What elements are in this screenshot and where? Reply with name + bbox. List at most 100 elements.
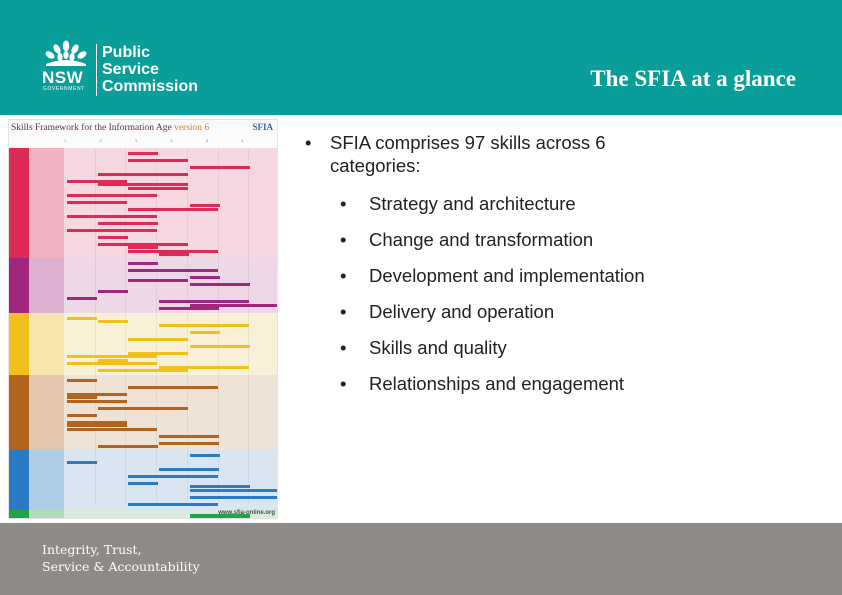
poster-skill-bar: [67, 414, 97, 417]
poster-skill-bar: [97, 369, 188, 372]
poster-skill-bar: [159, 366, 250, 369]
main-content: • SFIA comprises 97 skills across 6 cate…: [305, 131, 825, 408]
poster-skill-bar: [189, 517, 250, 518]
poster-skill-bar: [97, 243, 188, 246]
poster-level: 5: [205, 138, 209, 143]
bullet-icon: •: [340, 193, 347, 214]
poster-url: www.sfia-online.org: [218, 510, 275, 516]
poster-subcategory-strip: [29, 510, 64, 518]
poster-skill-bar: [189, 276, 220, 279]
poster-skill-bar: [128, 503, 219, 506]
poster-level-headers: 1 2 3 4 5 6 7: [64, 138, 278, 148]
poster-skill-bar: [128, 208, 219, 211]
poster-skill-bar: [97, 236, 128, 239]
poster-skill-bar: [189, 485, 250, 488]
poster-level: 3: [134, 138, 138, 143]
poster-skill-bar: [67, 297, 97, 300]
poster-skill-bar: [67, 180, 127, 183]
poster-skill-bar: [189, 331, 220, 334]
poster-skill-bar: [97, 445, 158, 448]
poster-skill-bar: [159, 253, 190, 256]
list-item: • Delivery and operation: [305, 300, 825, 336]
category-list: • Strategy and architecture • Change and…: [305, 192, 825, 408]
poster-skill-bar: [189, 454, 220, 457]
logo-org-line: Commission: [102, 78, 199, 95]
poster-skill-bar: [67, 229, 157, 232]
sfia-poster-image: Skills Framework for the Information Age…: [8, 119, 278, 519]
poster-skill-bar: [97, 407, 188, 410]
poster-skill-bar: [159, 307, 220, 310]
poster-subcategory-strip: [29, 313, 64, 375]
poster-skill-bar: [97, 173, 188, 176]
poster-skill-bar: [128, 246, 159, 249]
poster-skill-bar: [128, 187, 189, 190]
poster-skill-bar: [128, 338, 189, 341]
poster-level: 2: [99, 138, 102, 143]
poster-skill-bar: [159, 435, 220, 438]
poster-skill-bar: [189, 166, 250, 169]
poster-skill-bar: [189, 345, 250, 348]
poster-category-strip: [9, 313, 29, 375]
nsw-psc-logo: NSW GOVERNMENT Public Service Commission: [40, 40, 220, 98]
header-band: NSW GOVERNMENT Public Service Commission…: [0, 0, 842, 115]
poster-skill-bar: [159, 468, 220, 471]
poster-skill-bar: [67, 424, 127, 427]
poster-skill-bar: [67, 393, 127, 396]
poster-skill-bar: [67, 396, 97, 399]
poster-skill-bar: [67, 201, 127, 204]
category-label: Change and transformation: [369, 229, 594, 250]
poster-skill-bar: [189, 489, 277, 492]
logo-org-line: Service: [102, 61, 159, 78]
footer-band: Integrity, Trust, Service & Accountabili…: [0, 523, 842, 595]
poster-skill-bar: [67, 317, 97, 320]
poster-category-strip: [9, 148, 29, 258]
poster-skill-bar: [97, 290, 128, 293]
category-label: Skills and quality: [369, 337, 507, 358]
poster-skill-bar: [67, 362, 157, 365]
poster-category-band: [64, 510, 277, 518]
poster-skill-bar: [128, 482, 159, 485]
poster-skill-bar: [159, 300, 250, 303]
poster-skill-bar: [189, 283, 250, 286]
logo-wordmark: NSW: [42, 68, 84, 87]
poster-category-band: [64, 450, 277, 510]
poster-subcategory-strip: [29, 258, 64, 313]
poster-skill-bar: [128, 269, 219, 272]
waratah-icon: [45, 40, 87, 66]
bullet-icon: •: [340, 301, 347, 322]
poster-level: 7: [277, 138, 278, 148]
bullet-icon: •: [340, 373, 347, 394]
poster-skill-bar: [67, 461, 97, 464]
poster-level: 6: [241, 138, 244, 143]
bullet-icon: •: [340, 229, 347, 250]
poster-skill-bar: [159, 442, 220, 445]
poster-level: 4: [170, 138, 173, 143]
poster-skill-bar: [128, 475, 219, 478]
poster-subcategory-strip: [29, 375, 64, 450]
list-item: • Development and implementation: [305, 264, 825, 300]
poster-category-strip: [9, 450, 29, 510]
poster-skill-bar: [97, 359, 128, 362]
intro-text: SFIA comprises 97 skills across 6 catego…: [330, 132, 606, 176]
poster-skill-bar: [67, 400, 127, 403]
poster-skill-bar: [67, 215, 157, 218]
poster-skill-bar: [189, 304, 277, 307]
poster-skill-bar: [128, 279, 189, 282]
category-label: Strategy and architecture: [369, 193, 576, 214]
poster-skill-bar: [97, 222, 158, 225]
list-item: • Relationships and engagement: [305, 372, 825, 408]
intro-bullet: • SFIA comprises 97 skills across 6 cate…: [305, 131, 645, 177]
tagline-line: Integrity, Trust,: [42, 542, 142, 557]
poster-skill-bar: [128, 152, 159, 155]
page-title: The SFIA at a glance: [590, 66, 796, 91]
list-item: • Strategy and architecture: [305, 192, 825, 228]
poster-category-strip: [9, 375, 29, 450]
poster-skill-bar: [67, 355, 157, 358]
poster-skill-bar: [97, 320, 128, 323]
poster-skill-bar: [189, 514, 250, 517]
poster-skill-bar: [67, 379, 97, 382]
category-label: Relationships and engagement: [369, 373, 625, 394]
poster-subcategory-strip: [29, 450, 64, 510]
poster-category-strip: [9, 510, 29, 518]
poster-skill-bar: [97, 183, 188, 186]
